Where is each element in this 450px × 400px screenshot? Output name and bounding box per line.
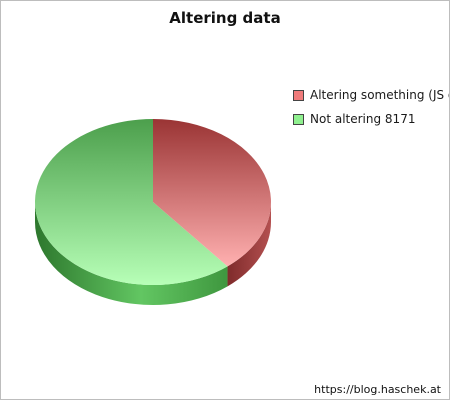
pie-side-not-altering bbox=[34, 202, 228, 305]
legend-item-altering-something: Altering something (JS o bbox=[293, 86, 449, 104]
pie-side-altering-something bbox=[227, 202, 271, 287]
pie-slice-not-altering bbox=[35, 119, 228, 285]
legend-swatch-not-altering bbox=[293, 113, 304, 125]
legend-item-not-altering: Not altering 8171 bbox=[293, 110, 449, 128]
chart-title: Altering data bbox=[169, 9, 281, 27]
pie-slice-altering-something bbox=[153, 119, 272, 267]
legend-label-not-altering: Not altering 8171 bbox=[310, 112, 416, 126]
legend-label-altering-something: Altering something (JS o bbox=[310, 88, 449, 102]
chart-legend: Altering something (JS o Not altering 81… bbox=[293, 86, 449, 134]
footer-source: https://blog.haschek.at bbox=[314, 383, 441, 396]
legend-swatch-altering-something bbox=[293, 89, 304, 101]
